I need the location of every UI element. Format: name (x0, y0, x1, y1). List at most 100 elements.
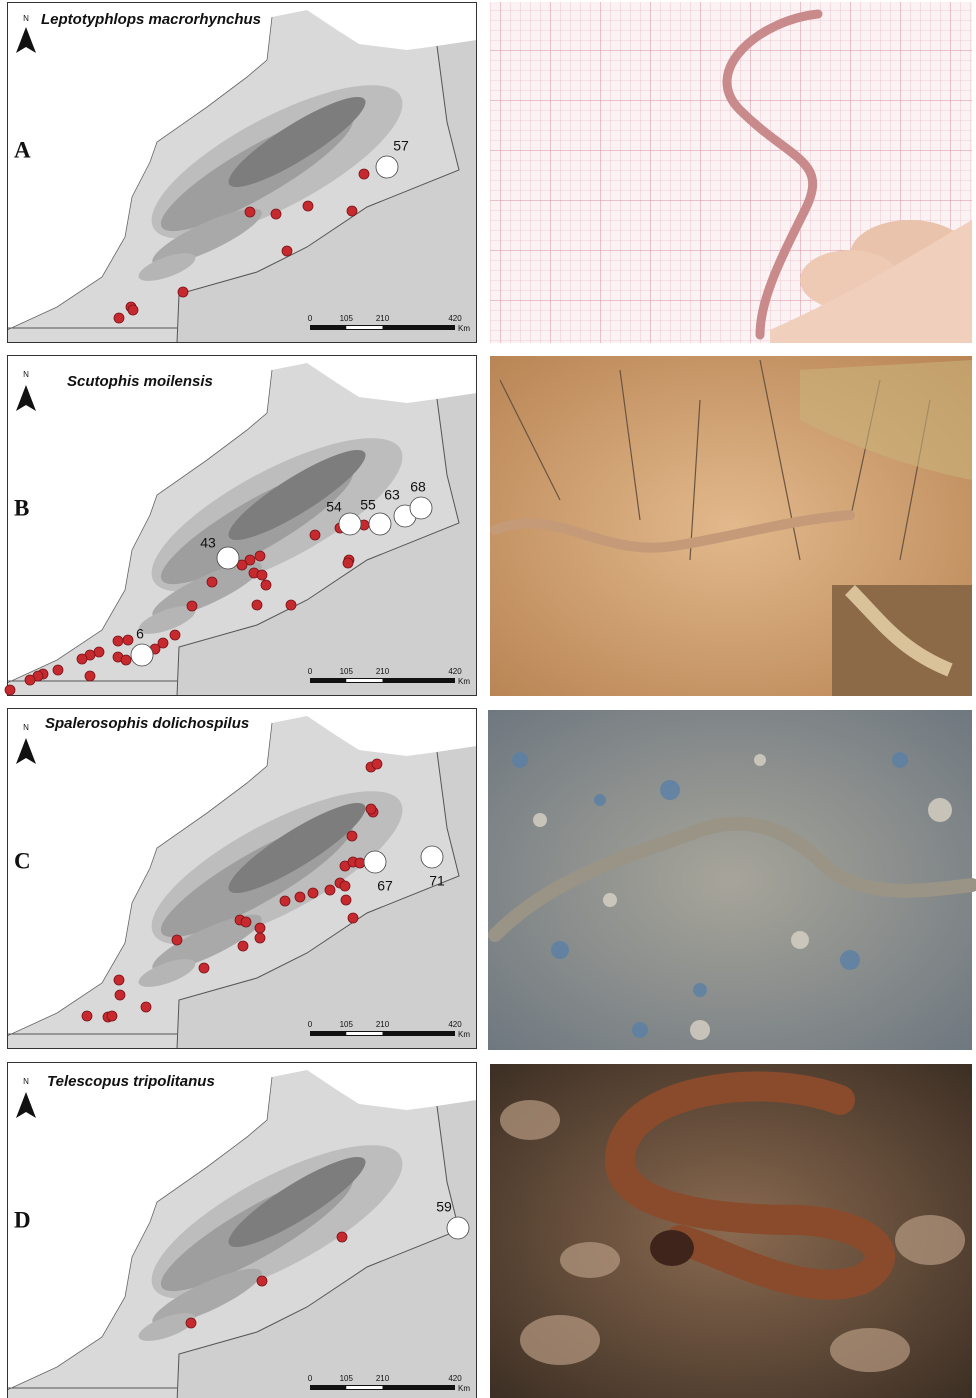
photo-d (490, 1064, 972, 1398)
map-panel: 57 N Leptotyphlops macrorhynchus A 0 105 210 42… (6, 1, 478, 344)
record-dot (127, 304, 139, 316)
site-label: 68 (410, 479, 426, 495)
record-dot (256, 1275, 268, 1287)
record-dot (84, 670, 96, 682)
photo-a (490, 2, 972, 343)
scale-unit: Km (458, 1384, 470, 1393)
site-label: 71 (429, 873, 445, 889)
map-base (6, 1, 478, 344)
scale-bar-segment (346, 326, 383, 329)
record-dot (270, 208, 282, 220)
record-dot (106, 1010, 118, 1022)
site-label: 54 (326, 499, 342, 515)
record-dot (260, 579, 272, 591)
scale-label: 0 (308, 1374, 313, 1383)
record-dot (342, 557, 354, 569)
map-panel: 54 55 63 68 43 6 N Scutophis moilensis B 0 105 210 4… (4, 354, 478, 697)
scale-label: 105 (340, 314, 354, 323)
scale-label: 420 (448, 667, 462, 676)
site-circle (420, 845, 444, 869)
scale-label: 105 (340, 667, 354, 676)
map-base (6, 1061, 478, 1398)
record-dot (171, 934, 183, 946)
record-dot (113, 312, 125, 324)
scale-bar-segment (346, 679, 383, 682)
record-dot (254, 932, 266, 944)
record-dot (285, 599, 297, 611)
scale-label: 0 (308, 314, 313, 323)
site-circle (375, 155, 399, 179)
north-arrow (16, 385, 36, 411)
record-dot (347, 912, 359, 924)
map-panel: 67 71 N Spalerosophis dolichospilus C 0 105 210… (6, 707, 478, 1050)
record-dot (346, 830, 358, 842)
record-dot (113, 974, 125, 986)
site-label: 57 (393, 138, 409, 154)
scale-unit: Km (458, 1030, 470, 1039)
scale-label: 420 (448, 1374, 462, 1383)
species-name: Leptotyphlops macrorhynchus (41, 11, 261, 28)
record-dot (122, 634, 134, 646)
record-dot (244, 206, 256, 218)
species-name: Telescopus tripolitanus (47, 1073, 215, 1090)
record-dot (76, 653, 88, 665)
site-circle (368, 512, 392, 536)
record-dot (281, 245, 293, 257)
site-circle (216, 546, 240, 570)
site-circle (130, 643, 154, 667)
north-arrow (16, 738, 36, 764)
scale-label: 210 (376, 1374, 390, 1383)
scale-unit: Km (458, 677, 470, 686)
record-dot (81, 1010, 93, 1022)
record-dot (254, 922, 266, 934)
record-dot (206, 576, 218, 588)
record-dot (24, 674, 36, 686)
site-label: 63 (384, 487, 400, 503)
scale-label: 420 (448, 314, 462, 323)
record-dot (169, 629, 181, 641)
scale-label: 210 (376, 314, 390, 323)
record-dot (4, 684, 16, 696)
scale-label: 210 (376, 1020, 390, 1029)
site-label: 55 (360, 497, 376, 513)
record-dot (309, 529, 321, 541)
record-dot (307, 887, 319, 899)
photo-c (488, 710, 976, 1050)
record-dot (157, 637, 169, 649)
record-dot (346, 205, 358, 217)
map-base (6, 707, 478, 1050)
species-name: Spalerosophis dolichospilus (45, 715, 249, 732)
record-dot (365, 803, 377, 815)
record-dot (354, 857, 366, 869)
site-circle (446, 1216, 470, 1240)
north-label: N (23, 14, 29, 23)
record-dot (140, 1001, 152, 1013)
site-label: 67 (377, 878, 393, 894)
record-dot (324, 884, 336, 896)
record-dot (371, 758, 383, 770)
site-label: 59 (436, 1199, 452, 1215)
record-dot (340, 894, 352, 906)
record-dot (302, 200, 314, 212)
record-dot (93, 646, 105, 658)
north-label: N (23, 370, 29, 379)
record-dot (198, 962, 210, 974)
scale-label: 420 (448, 1020, 462, 1029)
panel-letter: D (14, 1207, 31, 1232)
record-dot (185, 1317, 197, 1329)
scale-label: 0 (308, 1020, 313, 1029)
record-dot (244, 554, 256, 566)
scale-label: 105 (340, 1020, 354, 1029)
record-dot (240, 916, 252, 928)
site-label: 43 (200, 535, 216, 551)
scale-label: 0 (308, 667, 313, 676)
record-dot (254, 550, 266, 562)
record-dot (52, 664, 64, 676)
record-dot (256, 569, 268, 581)
record-dot (294, 891, 306, 903)
record-dot (279, 895, 291, 907)
north-label: N (23, 723, 29, 732)
panel-letter: A (14, 137, 31, 162)
